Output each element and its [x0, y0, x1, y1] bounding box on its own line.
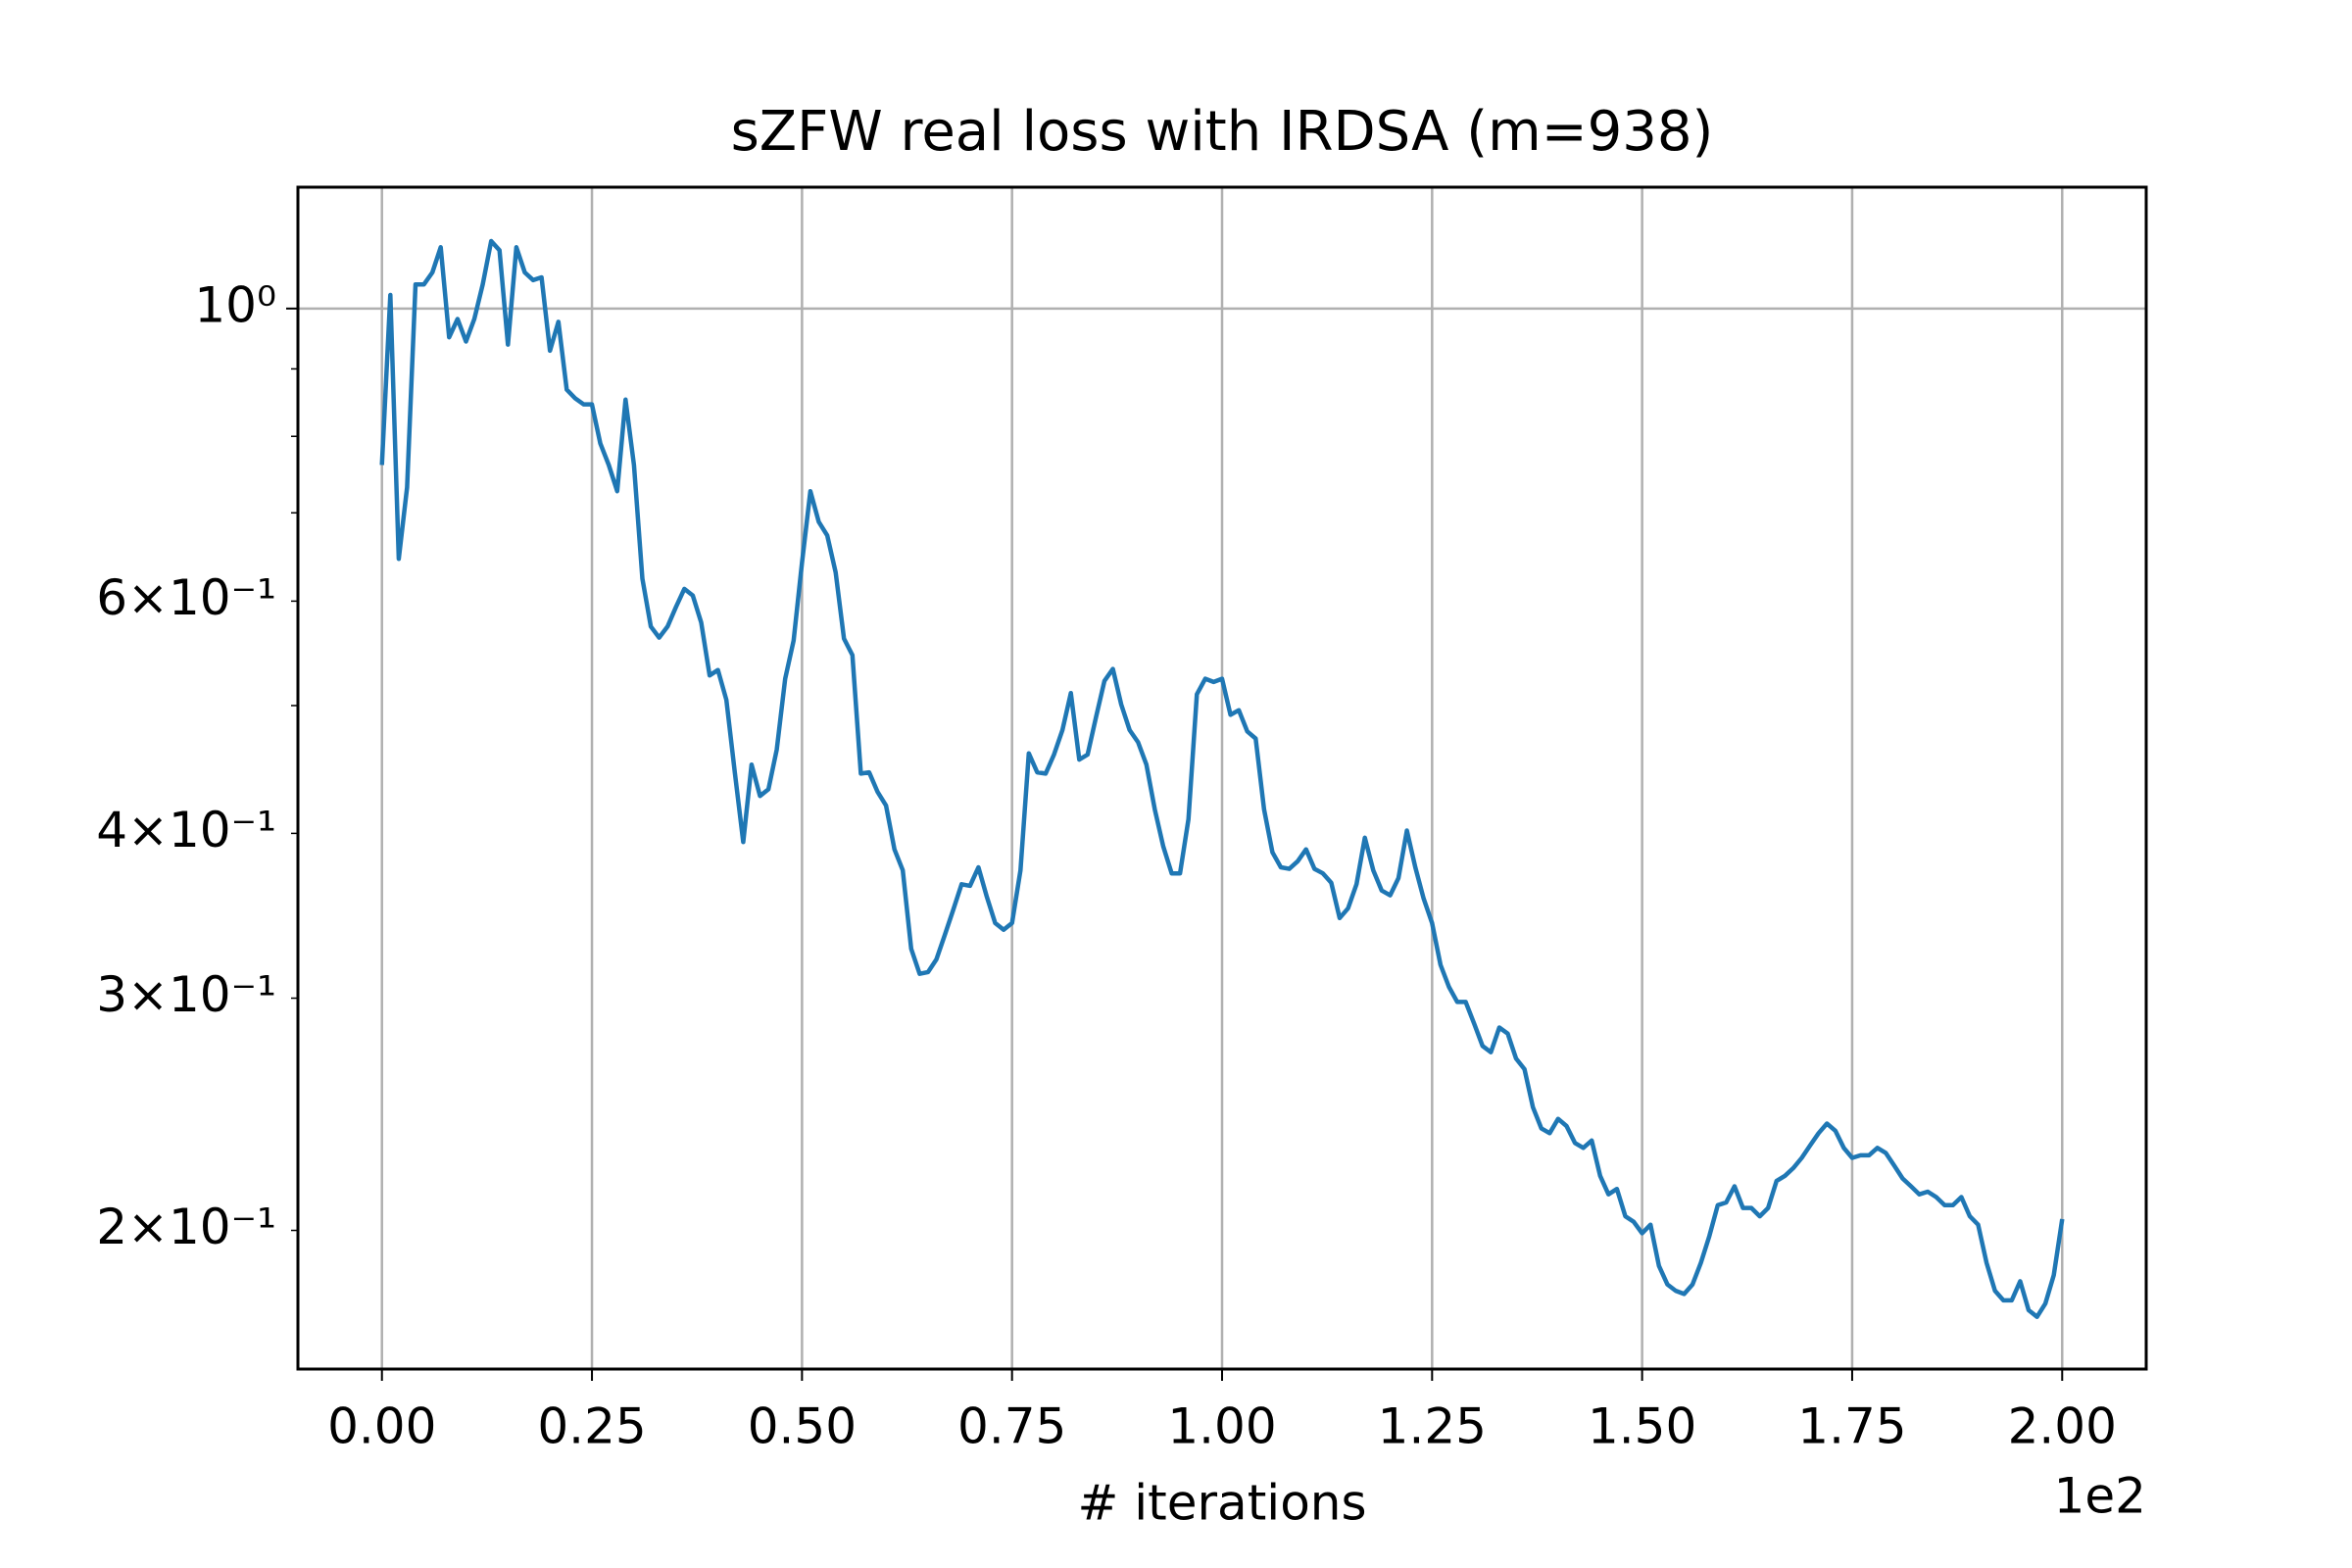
x-tick-label: 0.50	[748, 1398, 857, 1455]
x-tick-label: 0.00	[327, 1398, 436, 1455]
x-tick-label: 1.25	[1378, 1398, 1487, 1455]
y-tick-label: 6×10⁻¹	[96, 569, 276, 626]
x-offset-label: 1e2	[2054, 1468, 2146, 1525]
y-tick-label: 10⁰	[194, 276, 276, 333]
x-tick-label: 1.50	[1588, 1398, 1696, 1455]
y-tick-label: 2×10⁻¹	[96, 1199, 276, 1255]
x-tick-label: 1.00	[1167, 1398, 1276, 1455]
axes-frame	[296, 185, 2148, 1371]
x-axis-label: # iterations	[1077, 1475, 1366, 1532]
data-line	[379, 238, 2065, 1319]
x-tick-label: 0.25	[537, 1398, 646, 1455]
chart-title: sZFW real loss with IRDSA (m=938)	[731, 100, 1714, 164]
x-tick-label: 1.75	[1797, 1398, 1906, 1455]
x-tick-label: 2.00	[2008, 1398, 2117, 1455]
y-tick-label: 3×10⁻¹	[96, 966, 276, 1023]
x-tick-label: 0.75	[957, 1398, 1066, 1455]
y-tick-label: 4×10⁻¹	[96, 802, 276, 858]
